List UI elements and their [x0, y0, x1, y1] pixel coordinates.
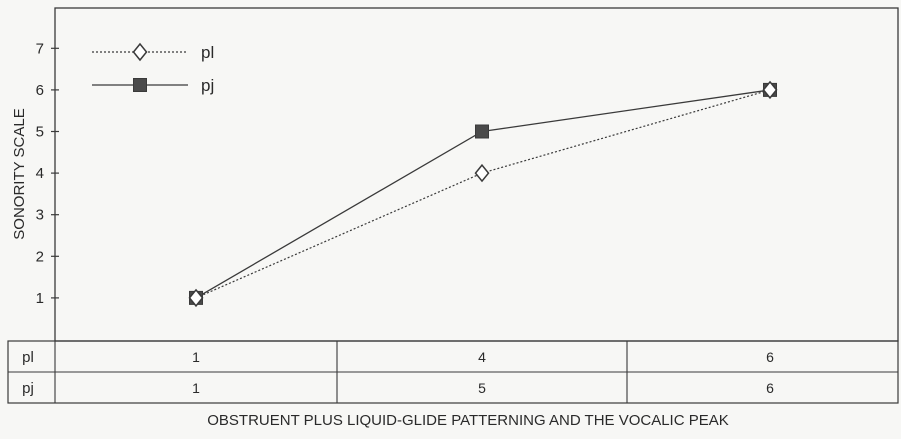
table-cell-pl-3: 6	[766, 349, 774, 365]
table-cell-pj-2: 5	[478, 380, 486, 396]
table-cell-pl-2: 4	[478, 349, 486, 365]
y-axis-label: SONORITY SCALE	[11, 108, 28, 239]
x-axis-label: OBSTRUENT PLUS LIQUID-GLIDE PATTERNING A…	[207, 412, 729, 429]
y-tick-label: 6	[36, 82, 44, 99]
table-row-label-pl: pl	[22, 349, 34, 366]
y-axis-ticks: 1 2 3 4 5 6 7	[36, 40, 59, 307]
y-tick-label: 3	[36, 207, 44, 224]
table-cell-pj-1: 1	[192, 380, 200, 396]
legend-marker-pl	[132, 42, 148, 62]
series-line-pj	[195, 89, 771, 299]
table-row-label-pj: pj	[22, 380, 34, 397]
series-markers	[188, 80, 778, 308]
data-point-pl	[474, 163, 490, 183]
data-point-pl	[762, 80, 778, 100]
y-tick-label: 2	[36, 248, 44, 265]
series-line-pl	[195, 89, 771, 299]
legend-marker-pj	[133, 78, 147, 92]
y-tick-label: 4	[36, 165, 44, 182]
table-cell-pl-1: 1	[192, 349, 200, 365]
legend-label-pl: pl	[201, 43, 214, 62]
data-table: pl 1 4 6 pj 1 5 6	[7, 340, 899, 404]
y-tick-label: 1	[36, 290, 44, 307]
data-point-pj	[475, 124, 489, 139]
y-tick-label: 7	[36, 40, 44, 57]
table-cell-pj-3: 6	[766, 380, 774, 396]
legend: pl pj	[92, 42, 214, 95]
legend-label-pj: pj	[201, 76, 214, 95]
series-lines	[195, 89, 771, 299]
data-point-pl	[188, 288, 204, 308]
y-tick-label: 5	[36, 124, 44, 141]
